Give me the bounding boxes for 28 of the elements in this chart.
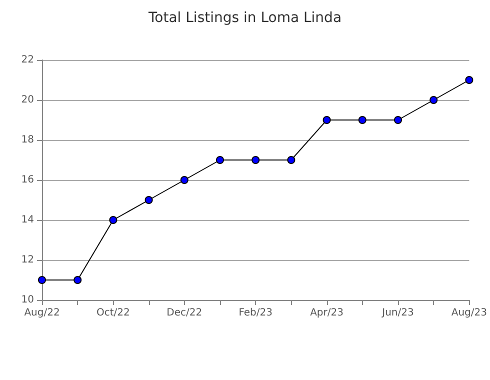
y-tick-label: 18 [21,134,34,146]
point [216,156,224,164]
point [358,116,366,124]
point [394,116,402,124]
x-tick-label: Oct/22 [96,308,130,318]
point [322,116,331,124]
y-tick-label: 12 [21,254,34,266]
point [180,176,188,184]
point [109,216,118,224]
point [38,276,46,284]
x-tick-label: Jun/23 [381,308,414,318]
point [252,156,260,164]
point [144,196,153,204]
x-tick-label: Apr/23 [310,308,344,318]
point [74,276,82,284]
chart-title: Total Listings in Loma Linda [147,10,342,26]
x-tick-label: Aug/22 [24,308,60,318]
point [430,96,438,104]
x-tick-label: Feb/23 [238,308,272,318]
y-tick-label: 10 [21,294,34,306]
point [465,76,474,84]
y-tick-label: 14 [21,214,34,226]
y-tick-label: 16 [21,174,34,186]
x-tick-label: Aug/23 [451,308,487,318]
y-tick-label: 22 [21,54,34,66]
point [287,156,296,164]
x-tick-label: Dec/22 [166,308,202,318]
y-tick-label: 20 [21,94,34,106]
